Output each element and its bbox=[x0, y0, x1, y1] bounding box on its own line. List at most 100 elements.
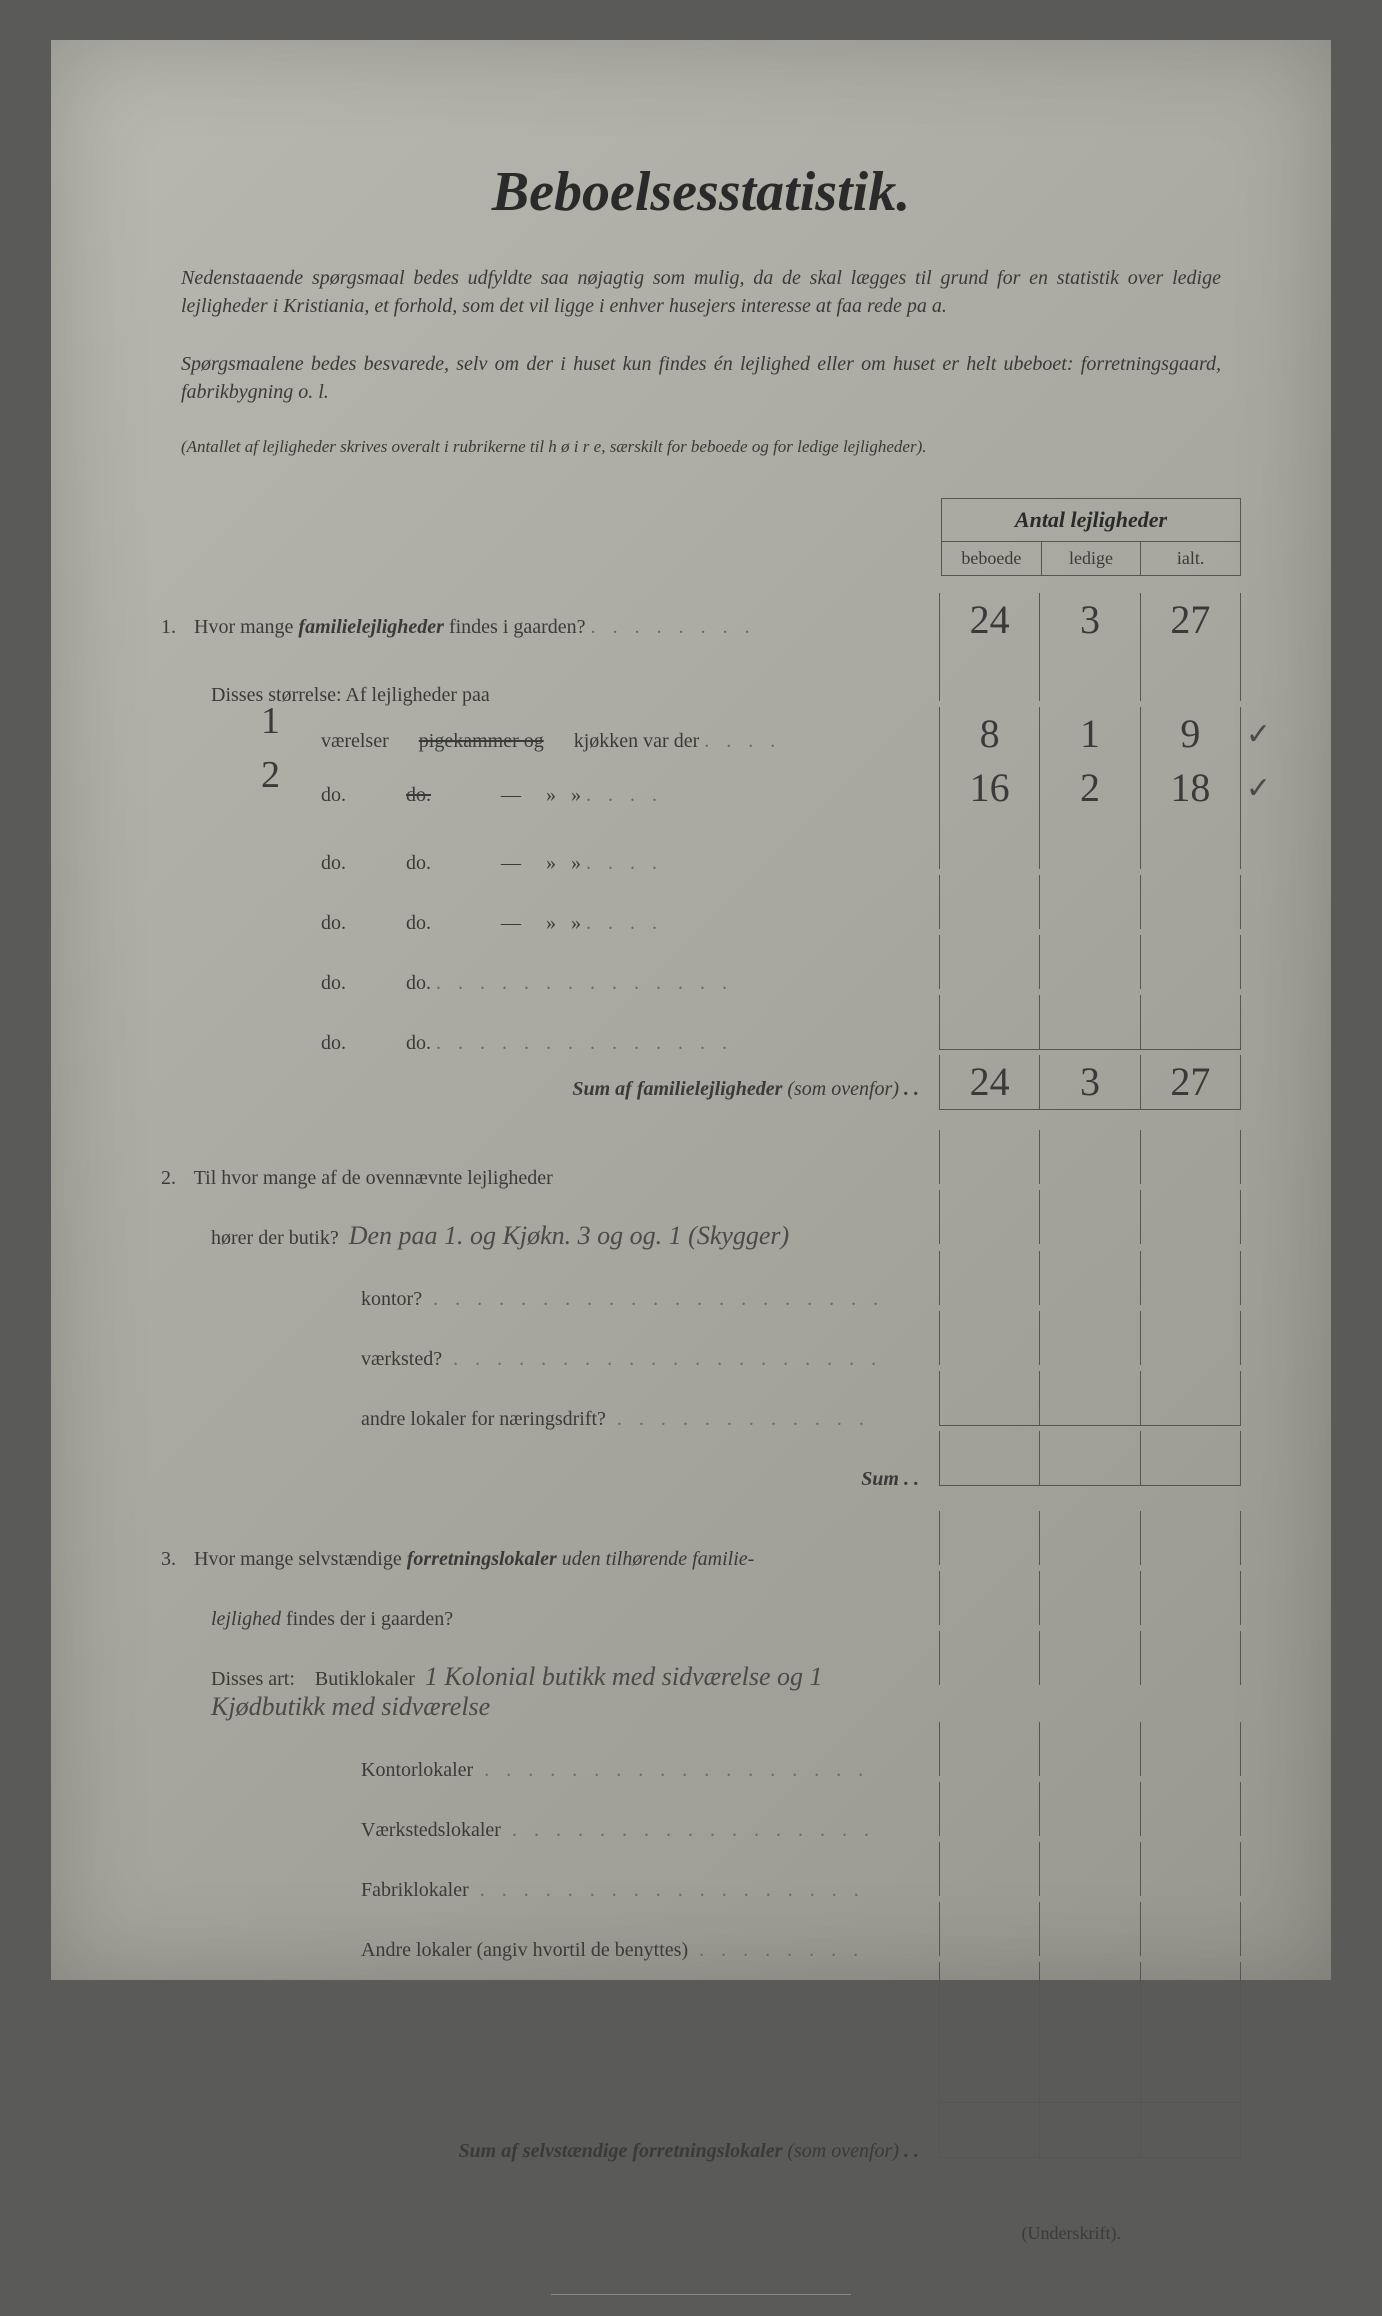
size-row-3: do. do. — » » . . . . bbox=[161, 815, 1241, 875]
andre-label: andre lokaler for næringsdrift? bbox=[361, 1408, 606, 1430]
q3-fabrik-cells bbox=[939, 1842, 1241, 1896]
do-label: do. bbox=[321, 784, 346, 806]
cell-empty bbox=[1141, 647, 1240, 701]
cell-empty bbox=[1040, 647, 1140, 701]
cell-empty bbox=[1040, 1782, 1140, 1836]
q3-fabrik-label: Fabriklokaler . . . . . . . . . . . . . … bbox=[161, 1879, 939, 1902]
q3-vaerksted-cells bbox=[939, 1782, 1241, 1836]
do-label: do. bbox=[321, 912, 346, 934]
cell-b: 8 bbox=[940, 707, 1040, 761]
strike-label: do. bbox=[406, 784, 431, 806]
q2-text: Til hvor mange af de ovennævnte lejlighe… bbox=[194, 1167, 553, 1189]
cell-empty bbox=[1040, 1511, 1140, 1565]
cell-empty bbox=[1040, 1371, 1140, 1425]
q3-cells bbox=[939, 1511, 1241, 1565]
intro-text-2: Spørgsmaalene bedes besvarede, selv om d… bbox=[181, 353, 1221, 403]
q3-label: 3. Hvor mange selvstændige forretningslo… bbox=[161, 1548, 939, 1571]
size-row-6-label: do. do. . . . . . . . . . . . . . . bbox=[161, 1032, 939, 1055]
cell-empty bbox=[1141, 1631, 1240, 1685]
q3-kontor-cells bbox=[939, 1722, 1241, 1776]
dots: . . . . . . . . . . . . . . bbox=[436, 972, 733, 994]
do-label: do. bbox=[406, 912, 431, 934]
q3-andre-row: Andre lokaler (angiv hvortil de benyttes… bbox=[161, 1902, 1241, 1962]
q1-cells: 24 3 27 bbox=[939, 593, 1241, 647]
cell-empty bbox=[1040, 875, 1140, 929]
cell-empty bbox=[1040, 1190, 1140, 1244]
q2-andre-label: andre lokaler for næringsdrift? . . . . … bbox=[161, 1408, 939, 1431]
q3-andre-cells bbox=[939, 1902, 1241, 1956]
cell-i: 9 bbox=[1141, 707, 1240, 761]
cell-empty bbox=[940, 1842, 1040, 1896]
column-header-sub: beboede ledige ialt. bbox=[941, 541, 1241, 576]
dots: . . . . . . . . . . . . bbox=[606, 1408, 870, 1430]
cell-empty bbox=[940, 1782, 1040, 1836]
q1-beboede: 24 bbox=[940, 593, 1040, 647]
do-label: do. bbox=[406, 852, 431, 874]
q2-butik-label: hører der butik? Den paa 1. og Kjøkn. 3 … bbox=[161, 1221, 939, 1251]
q2-num: 2. bbox=[161, 1167, 189, 1190]
q3-butik-row: Disses art: Butiklokaler 1 Kolonial buti… bbox=[161, 1631, 1241, 1722]
cell-empty bbox=[1141, 1251, 1240, 1305]
do-label: do. bbox=[406, 1032, 431, 1054]
q1-sub-header: Disses størrelse: Af lejligheder paa bbox=[161, 647, 1241, 707]
q2-butik-row: hører der butik? Den paa 1. og Kjøkn. 3 … bbox=[161, 1190, 1241, 1251]
q2-sum-label: Sum . . bbox=[161, 1468, 939, 1491]
col-ialt: ialt. bbox=[1141, 542, 1240, 575]
cell-empty bbox=[1141, 815, 1240, 869]
disses-label: Disses art: bbox=[211, 1668, 295, 1690]
q3-row: 3. Hvor mange selvstændige forretningslo… bbox=[161, 1511, 1241, 1571]
size-row-4: do. do. — » » . . . . bbox=[161, 875, 1241, 935]
intro-text-1: Nedenstaaende spørgsmaal bedes udfyldte … bbox=[181, 267, 1221, 317]
cell-empty bbox=[1040, 995, 1140, 1049]
q3-vaerksted-row: Værkstedslokaler . . . . . . . . . . . .… bbox=[161, 1782, 1241, 1842]
cell-empty bbox=[940, 2103, 1040, 2157]
cell-empty bbox=[1040, 1431, 1140, 1485]
cell-empty bbox=[1141, 1431, 1240, 1485]
q3-text-d: lejlighed bbox=[211, 1608, 281, 1630]
cell-empty bbox=[1141, 1962, 1240, 2102]
cell-empty bbox=[1040, 1130, 1140, 1184]
cell-empty bbox=[1141, 1511, 1240, 1565]
col-ledige: ledige bbox=[1042, 542, 1142, 575]
q2-kontor-cells bbox=[939, 1251, 1241, 1305]
kontorlokaler-label: Kontorlokaler bbox=[361, 1759, 473, 1781]
checkmark-icon: ✓ bbox=[1246, 771, 1271, 806]
q3-andre-label: Andre lokaler (angiv hvortil de benyttes… bbox=[161, 1939, 939, 1962]
butiklokaler-label: Butiklokaler bbox=[315, 1668, 415, 1690]
intro-paragraph-2: Spørgsmaalene bedes besvarede, selv om d… bbox=[181, 350, 1221, 406]
q2-vaerksted-label: værksted? . . . . . . . . . . . . . . . … bbox=[161, 1348, 939, 1371]
cell-empty bbox=[940, 1251, 1040, 1305]
size-row-1: 1 værelser pigekammer og kjøkken var der… bbox=[161, 707, 1241, 761]
dash-label: — bbox=[501, 912, 521, 934]
underskrift-label: (Underskrift). bbox=[161, 2223, 1241, 2244]
q3-sum-row: Sum af selvstændige forretningslokaler (… bbox=[161, 2102, 1241, 2163]
do-label: do. bbox=[406, 972, 431, 994]
q1-text-c: findes i gaarden? bbox=[444, 616, 586, 638]
document-page: Beboelsesstatistik. Nedenstaaende spørgs… bbox=[51, 40, 1331, 1980]
size-row-5-label: do. do. . . . . . . . . . . . . . . bbox=[161, 972, 939, 995]
q2-label: 2. Til hvor mange af de ovennævnte lejli… bbox=[161, 1167, 939, 1190]
sum-label: Sum af familielejligheder bbox=[572, 1078, 782, 1100]
size-row-1-cells: 8 1 9 bbox=[939, 707, 1241, 761]
q1-ledige: 3 bbox=[1040, 593, 1140, 647]
cell-empty bbox=[1141, 1842, 1240, 1896]
dash-label: — bbox=[501, 784, 521, 806]
empty-tall-cells bbox=[939, 1962, 1241, 2102]
dash-label: — bbox=[501, 852, 521, 874]
dots: . . . . bbox=[704, 730, 781, 752]
q2-vaerksted-row: værksted? . . . . . . . . . . . . . . . … bbox=[161, 1311, 1241, 1371]
q2-kontor-row: kontor? . . . . . . . . . . . . . . . . … bbox=[161, 1251, 1241, 1311]
cell-empty bbox=[1040, 1251, 1140, 1305]
q3-fabrik-row: Fabriklokaler . . . . . . . . . . . . . … bbox=[161, 1842, 1241, 1902]
butiklokaler-handwritten: 1 Kolonial butikk med sidværelse og 1 Kj… bbox=[211, 1662, 823, 1721]
cell-empty bbox=[1141, 1130, 1240, 1184]
cell-empty bbox=[1141, 1902, 1240, 1956]
butik-label: hører der butik? bbox=[211, 1227, 339, 1249]
size-row-2: 2 do. do. — » » . . . . 16 2 18 ✓ bbox=[161, 761, 1241, 815]
q2-kontor-label: kontor? . . . . . . . . . . . . . . . . … bbox=[161, 1288, 939, 1311]
q2-andre-cells bbox=[939, 1371, 1241, 1426]
q3-kontor-row: Kontorlokaler . . . . . . . . . . . . . … bbox=[161, 1722, 1241, 1782]
cell-b: 16 bbox=[940, 761, 1040, 815]
cell-empty bbox=[1141, 1722, 1240, 1776]
q3-cells-2 bbox=[939, 1571, 1241, 1625]
